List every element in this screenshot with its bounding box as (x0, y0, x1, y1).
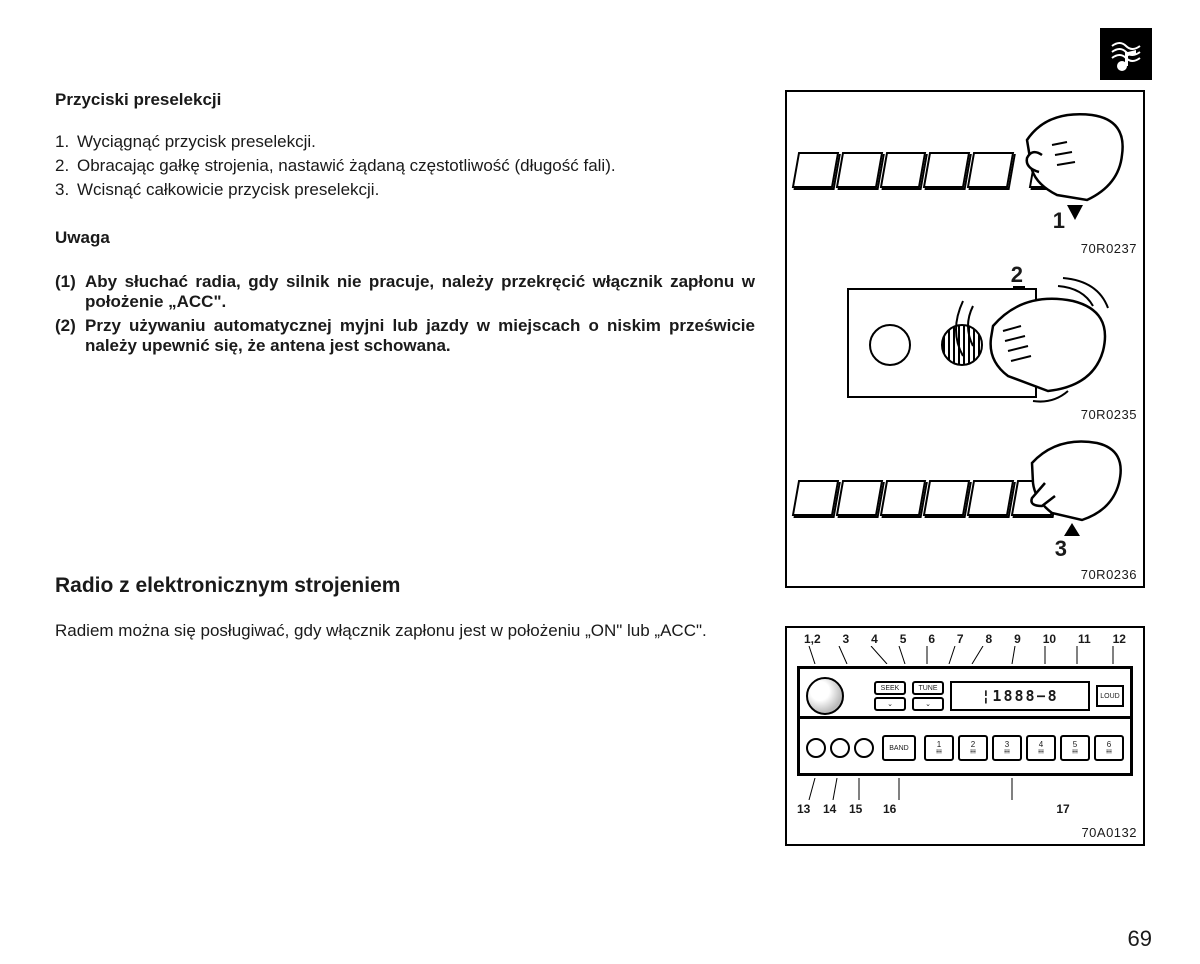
step-list: 1.Wyciągnąć przycisk preselekcji. 2.Obra… (55, 132, 755, 200)
lcd-display: ¦1888−8 (950, 681, 1090, 711)
note-heading: Uwaga (55, 228, 755, 248)
preset-1: 1⫵⫵ (924, 735, 954, 761)
text-column: Przyciski preselekcji 1.Wyciągnąć przyci… (55, 90, 755, 850)
step-2: 2.Obracając gałkę strojenia, nastawić żą… (55, 156, 755, 176)
figure-radio-diagram: 1,2 3 4 5 6 7 8 9 10 11 12 (785, 626, 1145, 846)
preset-3: 3⫵⫵ (992, 735, 1022, 761)
top-callouts: 1,2 3 4 5 6 7 8 9 10 11 12 (787, 628, 1143, 646)
bass-knob (830, 738, 850, 758)
loud-btn: LOUD (1096, 685, 1124, 707)
tune-btn: TUNE (912, 681, 944, 695)
preset-4: 4⫵⫵ (1026, 735, 1056, 761)
preset-6: 6⫵⫵ (1094, 735, 1124, 761)
caption-2: 70R0235 (1081, 407, 1137, 422)
step-1: 1.Wyciągnąć przycisk preselekcji. (55, 132, 755, 152)
section-icon (1100, 28, 1152, 80)
seek-btn: SEEK (874, 681, 906, 695)
step-3: 3.Wcisnąć całkowicie przycisk preselekcj… (55, 180, 755, 200)
bal-knob (806, 738, 826, 758)
preset-heading: Przyciski preselekcji (55, 90, 755, 110)
caption-radio: 70A0132 (1081, 825, 1137, 840)
tre-knob (854, 738, 874, 758)
figure-preset-steps: 1 70R0237 2 (785, 90, 1145, 588)
vol-knob (806, 677, 844, 715)
note-1: (1) Aby słuchać radia, gdy silnik nie pr… (55, 272, 755, 312)
caption-1: 70R0237 (1081, 241, 1137, 256)
bottom-callouts: 13 14 15 16 17 (787, 800, 1143, 818)
page-number: 69 (1128, 926, 1152, 952)
step-label-1: 1 (1053, 208, 1065, 234)
step-label-2: 2 (1011, 262, 1023, 288)
figure-column: 1 70R0237 2 (785, 90, 1145, 850)
preset-5: 5⫵⫵ (1060, 735, 1090, 761)
step-label-3: 3 (1055, 536, 1067, 562)
band-btn: BAND (882, 735, 916, 761)
note-2: (2) Przy używaniu automatycznej myjni lu… (55, 316, 755, 356)
radio-text: Radiem można się posługiwać, gdy włączni… (55, 620, 755, 643)
radio-heading: Radio z elektronicznym strojeniem (55, 574, 755, 598)
preset-2: 2⫵⫵ (958, 735, 988, 761)
radio-body: SEEK ⌄ TUNE ⌄ ¦1888−8 LOUD BAND (797, 666, 1133, 776)
caption-3: 70R0236 (1081, 567, 1137, 582)
